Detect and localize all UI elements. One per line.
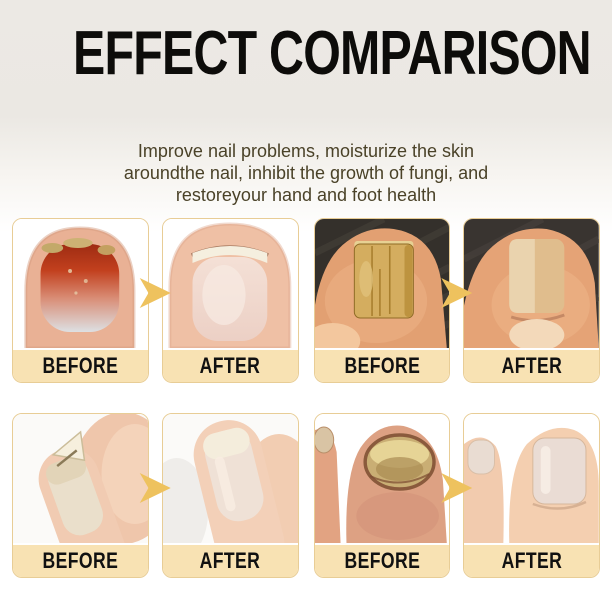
pair-toenail-fungus: BEFORE [313, 218, 600, 383]
before-card: BEFORE [313, 413, 451, 578]
before-card: BEFORE [12, 218, 149, 383]
after-label: AFTER [199, 353, 261, 378]
before-label-bar: BEFORE [13, 543, 148, 577]
header: EFFECT COMPARISON [0, 0, 612, 86]
before-label: BEFORE [344, 353, 420, 378]
before-label-bar: BEFORE [314, 348, 450, 382]
after-label: AFTER [501, 353, 562, 378]
after-card: AFTER [463, 413, 600, 578]
subtitle-line-3: restoreyour hand and foot health [175, 185, 437, 205]
after-photo-healthy-toenails [464, 414, 599, 543]
after-photo-smooth-nail [162, 414, 298, 543]
before-photo-crusted-toenail [314, 414, 450, 543]
before-label: BEFORE [42, 353, 119, 378]
before-label-bar: BEFORE [13, 348, 148, 382]
after-photo-toenail-recovered [464, 219, 599, 348]
after-photo-fingernail-healthy [162, 219, 298, 348]
before-card: BEFORE [313, 218, 451, 383]
before-photo-broken-nail [13, 414, 148, 543]
after-label: AFTER [199, 548, 261, 573]
after-card: AFTER [161, 218, 299, 383]
subtitle-line-1: Improve nail problems, moisturize the sk… [137, 141, 475, 161]
after-label-bar: AFTER [162, 543, 298, 577]
before-label-bar: BEFORE [314, 543, 450, 577]
before-card: BEFORE [12, 413, 149, 578]
subtitle: Improve nail problems, moisturize the sk… [0, 140, 612, 206]
before-photo-fingernail-infection [13, 219, 148, 348]
after-label: AFTER [501, 548, 562, 573]
comparison-grid: BEFORE [0, 218, 612, 578]
after-card: AFTER [463, 218, 600, 383]
pair-fingernail-infection: BEFORE [12, 218, 299, 383]
before-label: BEFORE [42, 548, 119, 573]
subtitle-line-2: aroundthe nail, inhibit the growth of fu… [123, 163, 489, 183]
after-label-bar: AFTER [464, 543, 599, 577]
pair-damaged-toenail: BEFORE [313, 413, 600, 578]
before-photo-toenail-fungus [314, 219, 450, 348]
after-card: AFTER [161, 413, 299, 578]
comparison-row-1: BEFORE [12, 218, 600, 383]
after-label-bar: AFTER [464, 348, 599, 382]
page-title: EFFECT COMPARISON [73, 19, 592, 88]
pair-broken-fingernail: BEFORE [12, 413, 299, 578]
comparison-row-2: BEFORE [12, 413, 600, 578]
before-label: BEFORE [344, 548, 420, 573]
after-label-bar: AFTER [162, 348, 298, 382]
